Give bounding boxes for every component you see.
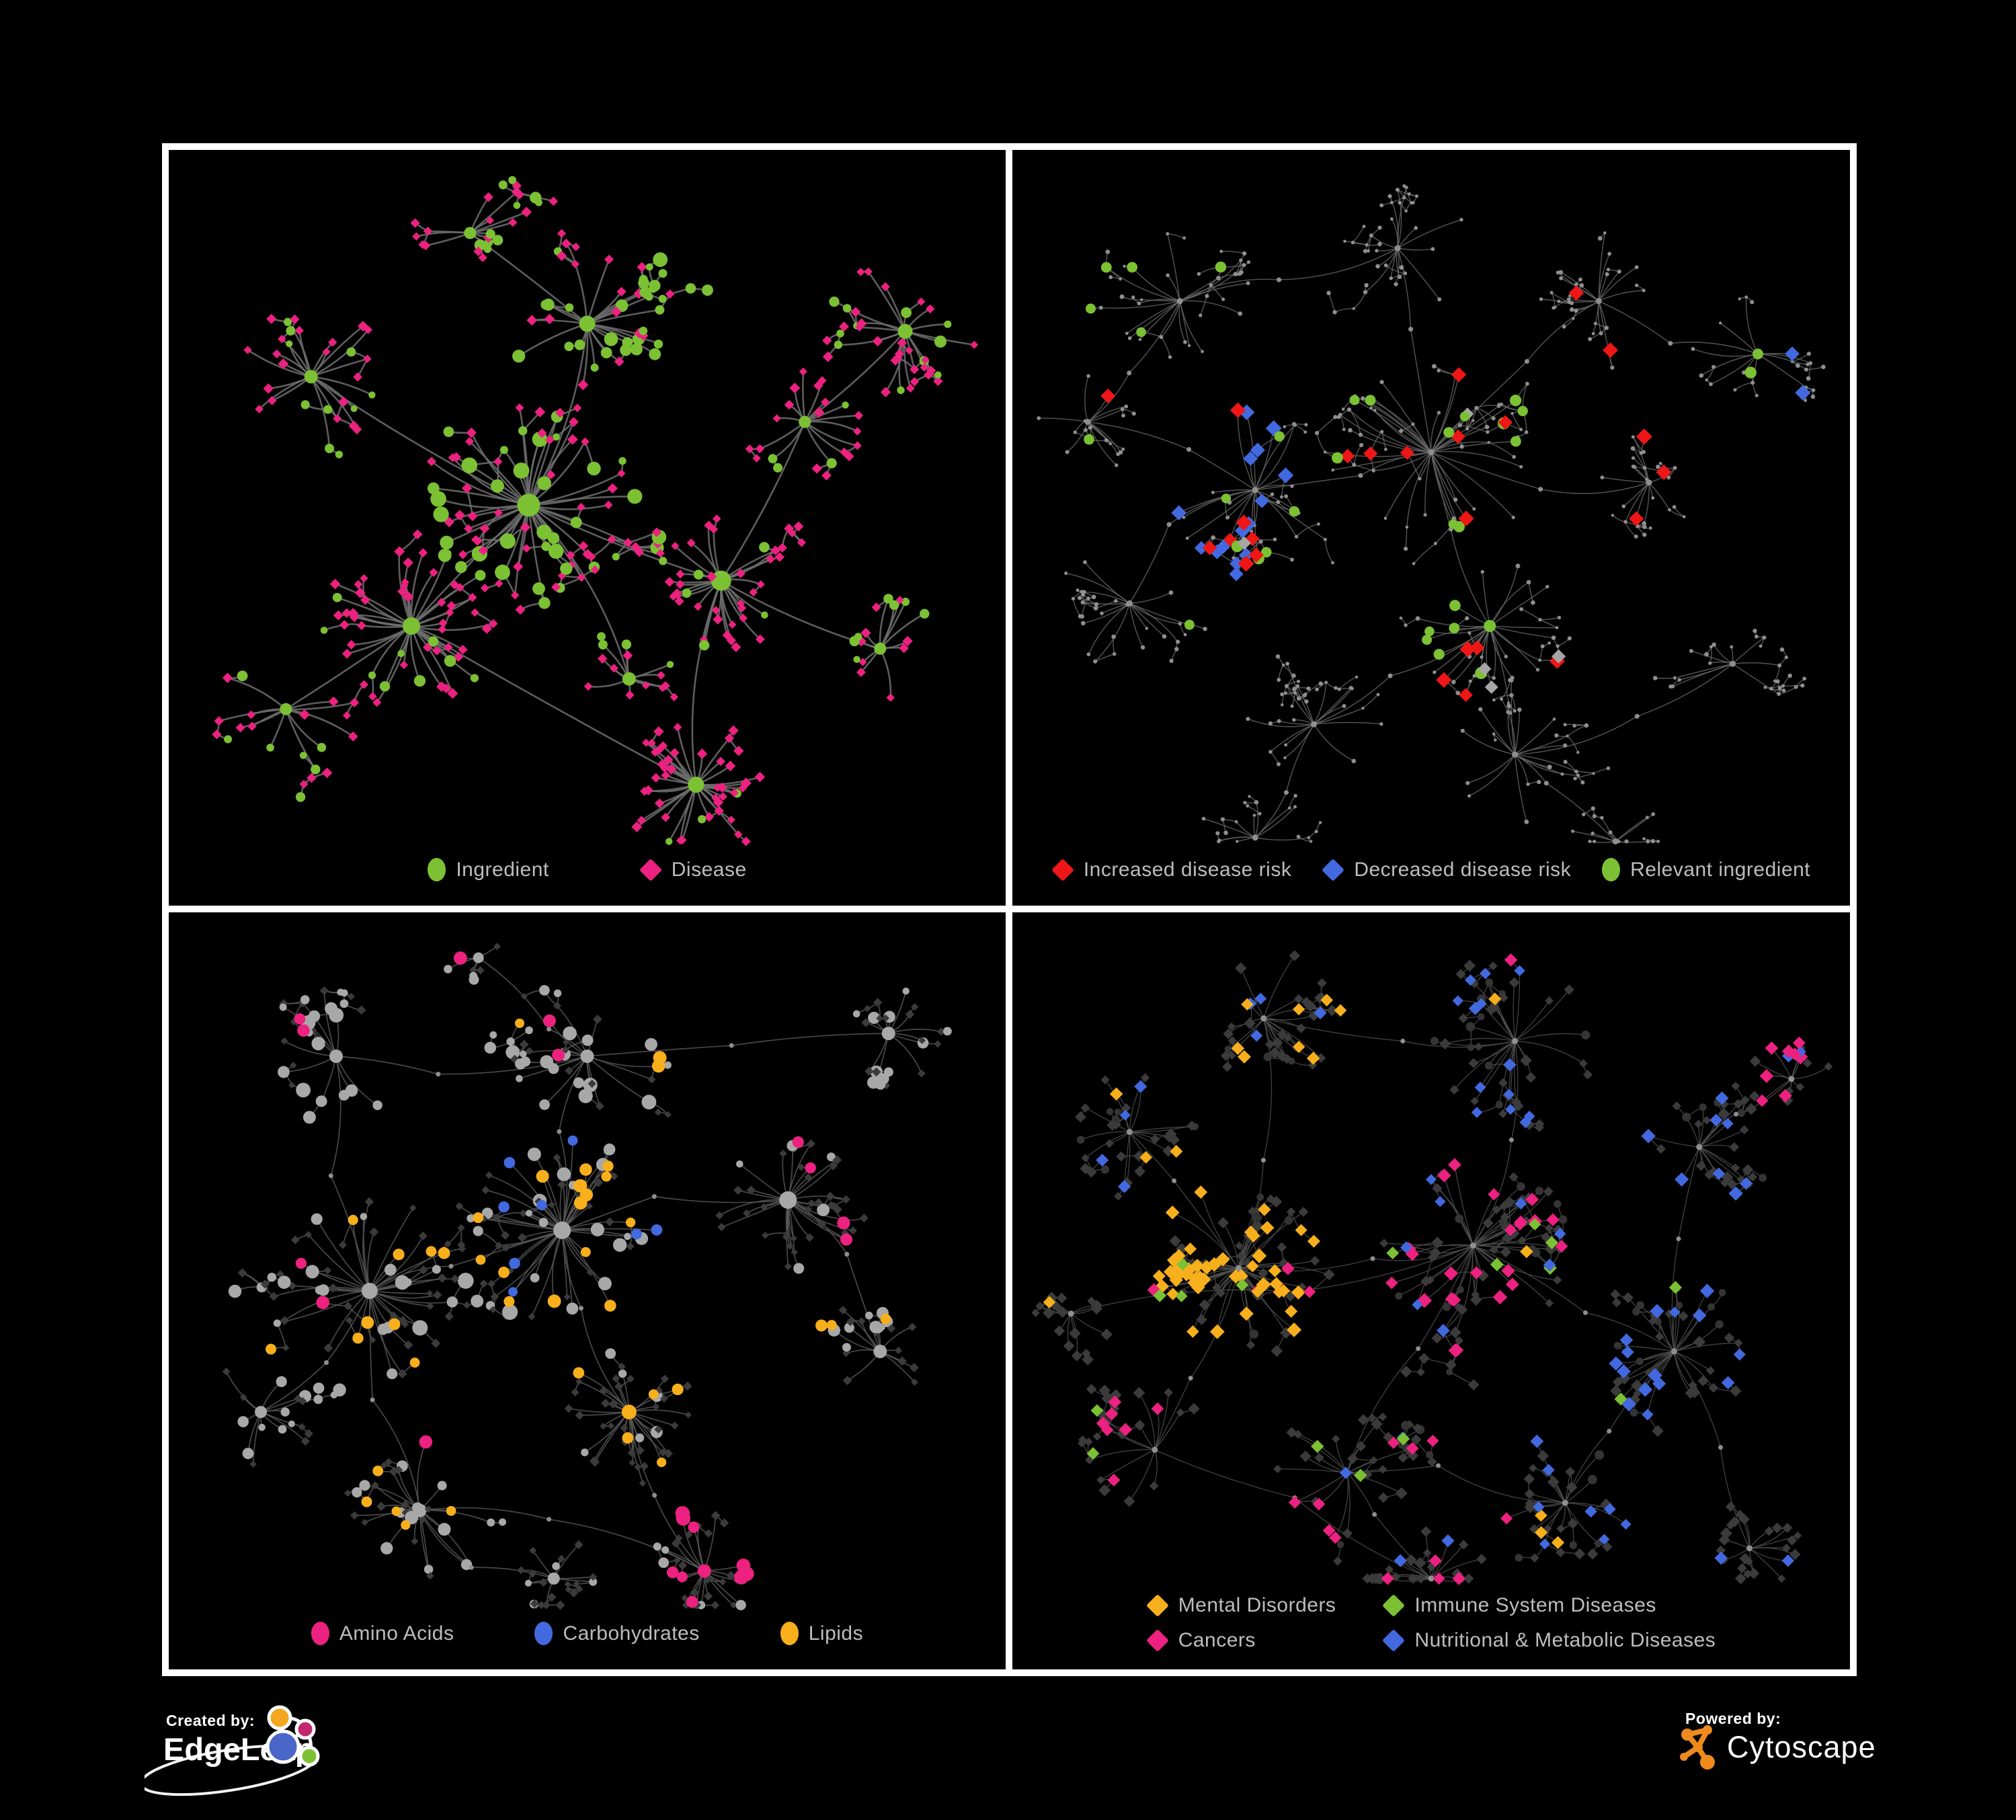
panel-ingredient-disease: Ingredient Disease: [169, 150, 1006, 906]
legend-marker-diamond-green: [1382, 1594, 1406, 1617]
edgeleap-node-orange: [267, 1705, 292, 1731]
legend-marker-circle-pink: [311, 1622, 329, 1645]
legend-item-label: Ingredient: [456, 858, 549, 881]
created-by-label: Created by:: [166, 1712, 255, 1729]
network-ingredient-classes: [222, 943, 952, 1611]
legend-item: Increased disease risk: [1051, 858, 1292, 881]
legend-item-label: Increased disease risk: [1083, 858, 1292, 881]
legend: Ingredient Disease: [169, 858, 1006, 881]
network-disease-risk: [1037, 184, 1826, 844]
legend-item-label: Disease: [671, 858, 747, 881]
legend-marker-diamond-orange: [1145, 1594, 1169, 1617]
legend-marker-diamond-blue: [1322, 858, 1345, 881]
legend-marker-circle-orange: [780, 1622, 799, 1645]
legend-marker-diamond-pink: [639, 858, 662, 881]
legend-item-label: Cancers: [1178, 1629, 1256, 1651]
legend-item: Ingredient: [428, 858, 549, 881]
cytoscape-logo-icon: [1680, 1725, 1715, 1770]
legend-item-label: Decreased disease risk: [1354, 858, 1572, 881]
legend-item: Cancers: [1145, 1629, 1336, 1652]
edgeleap-node-pink: [294, 1718, 316, 1740]
legend-marker-circle-green: [428, 858, 446, 881]
legend-item-label: Nutritional & Metabolic Diseases: [1414, 1629, 1716, 1651]
panel-ingredient-classes: Amino Acids Carbohydrates Lipids: [169, 912, 1006, 1669]
network-disease-classes: [1031, 950, 1833, 1585]
panel-grid-frame: Ingredient Disease Increased disease risk…: [162, 143, 1857, 1676]
legend-item: Relevant ingredient: [1602, 858, 1810, 881]
legend-item: Lipids: [780, 1622, 863, 1645]
edgeleap-logo-icon: [145, 1705, 320, 1796]
legend-marker-circle-blue: [534, 1622, 553, 1645]
legend-item: Amino Acids: [311, 1622, 454, 1645]
legend-marker-diamond-red: [1051, 858, 1074, 881]
legend-item: Disease: [639, 858, 747, 881]
legend-item-label: Carbohydrates: [563, 1622, 700, 1645]
legend-item-label: Mental Disorders: [1178, 1594, 1336, 1616]
legend-marker-circle-green: [1602, 858, 1621, 881]
cytoscape-logo-text: Cytoscape: [1727, 1730, 1876, 1764]
legend-item-label: Immune System Diseases: [1414, 1594, 1656, 1616]
edgeleap-node-green: [298, 1745, 320, 1767]
network-ingredient-disease: [212, 175, 979, 846]
legend-item-label: Relevant ingredient: [1630, 858, 1811, 881]
legend-item: Decreased disease risk: [1322, 859, 1571, 881]
legend-item: Immune System Diseases: [1382, 1594, 1716, 1617]
legend-item-label: Lipids: [808, 1622, 864, 1645]
legend-marker-diamond-pink: [1145, 1629, 1169, 1652]
cytoscape-logo: Cytoscape: [1676, 1723, 1876, 1772]
legend-item-label: Amino Acids: [339, 1622, 454, 1645]
legend: Mental Disorders Immune System Diseases Ca…: [1012, 1594, 1850, 1652]
panel-disease-classes: Mental Disorders Immune System Diseases Ca…: [1012, 912, 1850, 1669]
panel-disease-risk: Increased disease risk Decreased disease …: [1012, 150, 1850, 906]
legend-item: Carbohydrates: [534, 1622, 699, 1645]
powered-by-label: Powered by:: [1685, 1710, 1781, 1727]
legend: Amino Acids Carbohydrates Lipids: [169, 1622, 1006, 1645]
edgeleap-node-blue: [266, 1729, 300, 1764]
legend-marker-diamond-blue: [1382, 1629, 1406, 1652]
legend: Increased disease risk Decreased disease …: [1012, 858, 1850, 881]
legend-item: Nutritional & Metabolic Diseases: [1382, 1629, 1716, 1652]
legend-item: Mental Disorders: [1145, 1594, 1336, 1617]
